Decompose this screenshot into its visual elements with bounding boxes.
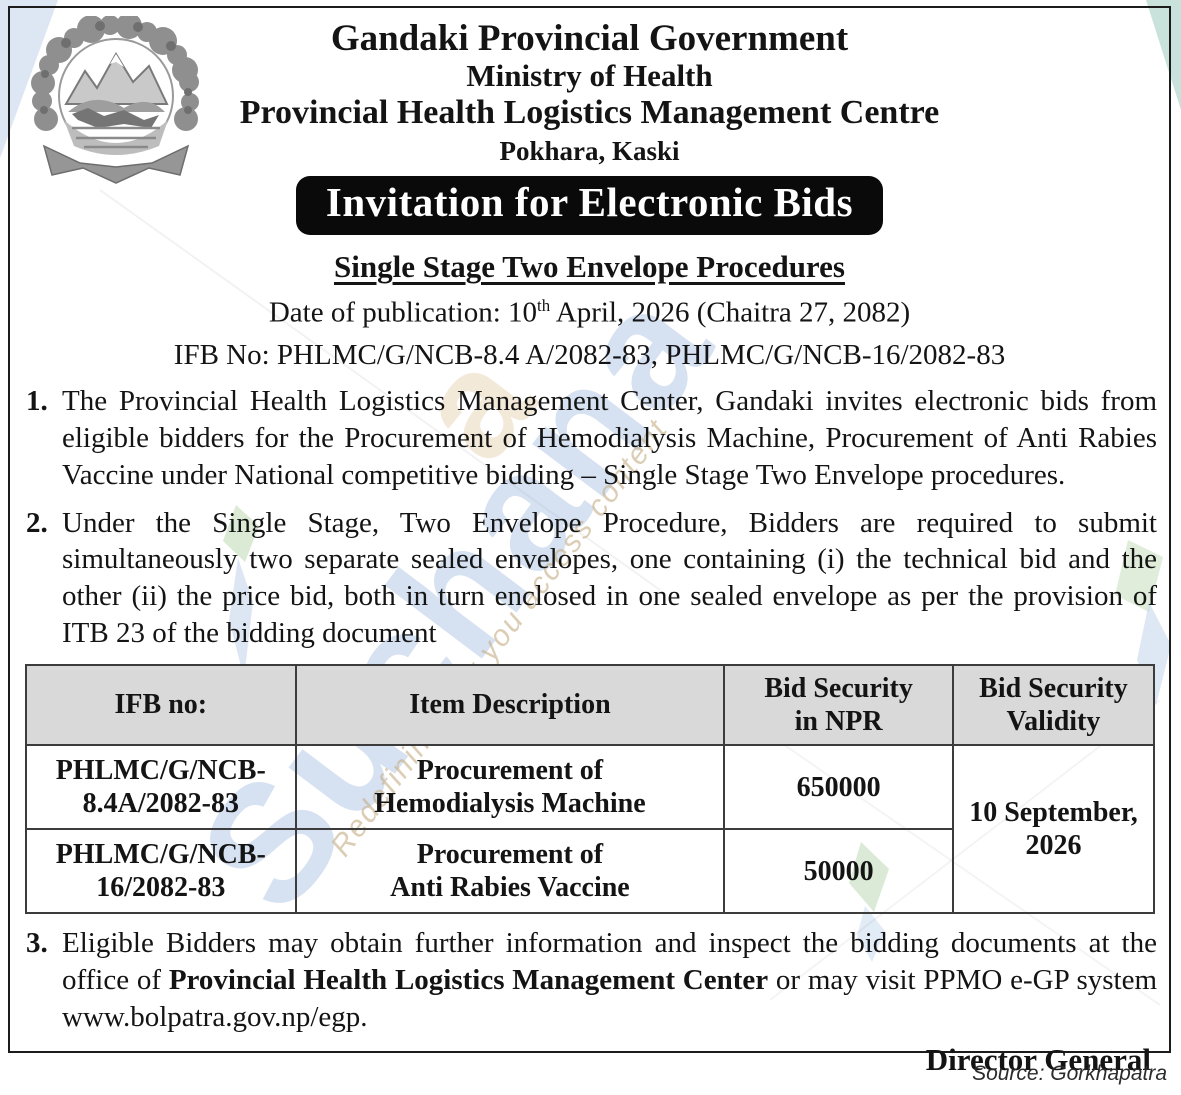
ordinal-superscript: th bbox=[537, 296, 551, 316]
bid-security-validity-cell: 10 September, 2026 bbox=[952, 743, 1155, 915]
paragraph-text: Under the Single Stage, Two Envelope Pro… bbox=[62, 506, 1157, 650]
invitation-banner-title: Invitation for Electronic Bids bbox=[295, 176, 884, 236]
org-name-line-2: Ministry of Health bbox=[466, 58, 713, 94]
table-header-bid-security-validity: Bid Security Validity bbox=[952, 663, 1155, 746]
bid-notice-document: Gandaki Provincial Government Ministry o… bbox=[8, 6, 1171, 1077]
cell-line: Procurement of bbox=[416, 754, 604, 786]
cell-line: Anti Rabies Vaccine bbox=[390, 872, 630, 904]
org-name-line-1: Gandaki Provincial Government bbox=[330, 18, 849, 59]
cell-line: 16/2082-83 bbox=[96, 872, 226, 904]
cell-line: Procurement of bbox=[416, 839, 604, 871]
source-attribution: Source: Gorkhapatra bbox=[972, 1062, 1167, 1085]
cell-line: 10 September, bbox=[969, 797, 1138, 829]
nepal-coat-of-arms-logo bbox=[31, 16, 199, 184]
header-cell-line: Validity bbox=[1006, 705, 1101, 737]
paragraph-text-pre: Eligible Bidders may obtain further info… bbox=[62, 927, 1157, 996]
publication-date-prefix: Date of publication: 10 bbox=[268, 297, 538, 330]
cell-line: 2026 bbox=[1025, 830, 1082, 862]
numbered-paragraph-2: 2. Under the Single Stage, Two Envelope … bbox=[20, 505, 1159, 652]
publication-date-suffix: April, 2026 (Chaitra 27, 2082) bbox=[550, 297, 911, 330]
org-name-line-3: Provincial Health Logistics Management C… bbox=[239, 94, 940, 132]
paragraph-text-bold: Provincial Health Logistics Management C… bbox=[168, 963, 769, 996]
ifb-number-line: IFB No: PHLMC/G/NCB-8.4 A/2082-83, PHLMC… bbox=[173, 339, 1006, 372]
header-cell-line: in NPR bbox=[794, 705, 883, 737]
numbered-paragraph-1: 1. The Provincial Health Logistics Manag… bbox=[20, 383, 1159, 493]
paragraph-number: 2. bbox=[26, 506, 48, 539]
paragraph-text: The Provincial Health Logistics Manageme… bbox=[62, 385, 1157, 491]
ifb-no-cell: PHLMC/G/NCB- 8.4A/2082-83 bbox=[24, 743, 298, 831]
table-header-bid-security: Bid Security in NPR bbox=[722, 663, 955, 746]
table-header-row: IFB no: Item Description Bid Security in… bbox=[24, 663, 1155, 746]
paragraph-number: 1. bbox=[26, 385, 48, 418]
procedure-subtitle: Single Stage Two Envelope Procedures bbox=[334, 249, 845, 285]
item-description-cell: Procurement of Hemodialysis Machine bbox=[295, 743, 725, 831]
director-general-signature: Director General bbox=[925, 1041, 1151, 1077]
cell-line: PHLMC/G/NCB- bbox=[55, 839, 266, 871]
paragraph-text: Eligible Bidders may obtain further info… bbox=[62, 925, 1159, 1035]
publication-date-line: Date of publication: 10th April, 2026 (C… bbox=[20, 296, 1159, 330]
ifb-no-cell: PHLMC/G/NCB- 16/2082-83 bbox=[24, 828, 298, 915]
header-cell-line: Item Description bbox=[409, 689, 611, 721]
invitation-banner-wrap: Invitation for Electronic Bids bbox=[20, 176, 1159, 236]
header-cell-line: IFB no: bbox=[114, 689, 208, 721]
table-row: PHLMC/G/NCB- 16/2082-83 Procurement of A… bbox=[24, 828, 1154, 915]
org-location-line: Pokhara, Kaski bbox=[499, 136, 680, 167]
cell-line: Hemodialysis Machine bbox=[374, 788, 646, 820]
cell-line: 8.4A/2082-83 bbox=[82, 788, 239, 820]
bid-security-cell: 650000 bbox=[722, 743, 955, 831]
paragraph-text-post: or may visit PPMO e-GP system www.bolpat… bbox=[62, 963, 1158, 1033]
table-header-item-description: Item Description bbox=[295, 663, 725, 746]
table-row: PHLMC/G/NCB- 8.4A/2082-83 Procurement of… bbox=[24, 743, 1155, 915]
bid-security-cell: 50000 bbox=[722, 828, 955, 915]
header-cell-line: Bid Security bbox=[979, 672, 1128, 704]
bid-table: IFB no: Item Description Bid Security in… bbox=[24, 663, 1155, 915]
header-cell-line: Bid Security bbox=[764, 672, 913, 704]
letterhead: Gandaki Provincial Government Ministry o… bbox=[20, 8, 1159, 166]
cell-line: PHLMC/G/NCB- bbox=[55, 754, 266, 786]
paragraph-number: 3. bbox=[26, 927, 48, 960]
procedure-subtitle-wrap: Single Stage Two Envelope Procedures bbox=[20, 249, 1159, 285]
table-header-ifb-no: IFB no: bbox=[24, 663, 298, 746]
numbered-paragraph-3: 3. Eligible Bidders may obtain further i… bbox=[20, 925, 1159, 1035]
item-description-cell: Procurement of Anti Rabies Vaccine bbox=[295, 828, 725, 915]
